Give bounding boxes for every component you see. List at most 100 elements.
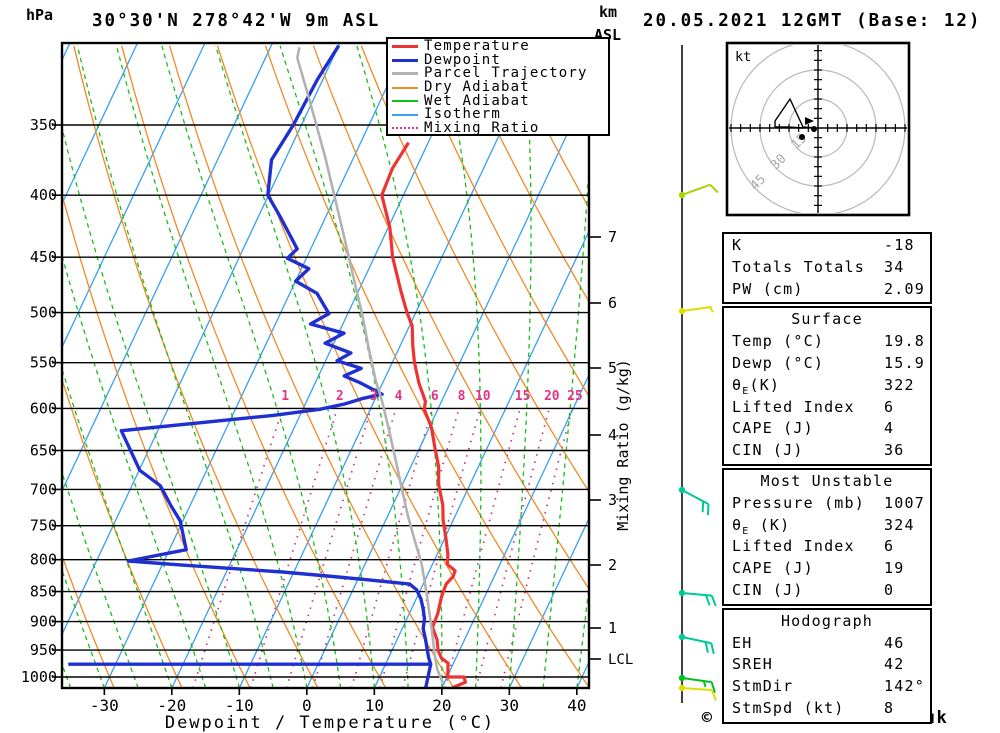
table-section-title: Hodograph	[780, 611, 874, 630]
dry-adiabat-line	[408, 45, 589, 398]
pressure-tick-label: 800	[30, 551, 57, 569]
dewpoint-curve	[68, 44, 433, 666]
legend-item: Parcel Trajectory	[392, 65, 608, 82]
pressure-tick-label: 600	[30, 399, 57, 417]
legend-line-sample	[392, 127, 418, 130]
km-tick-label: 4	[608, 426, 617, 444]
legend-item-label: Parcel Trajectory	[424, 65, 588, 82]
table-row: θE (K) 324	[732, 515, 930, 537]
table-row: Dewp (°C) 15.9	[732, 353, 930, 375]
table-row: K -18	[732, 235, 930, 257]
pressure-tick-label: 1000	[21, 668, 57, 686]
table-row-value: 324	[884, 515, 915, 534]
hodograph-trace-lower	[774, 121, 804, 129]
table-row-value: 19.8	[884, 332, 925, 351]
temp-tick-label: -20	[157, 696, 186, 715]
legend-line-sample	[392, 100, 418, 103]
km-tick-label: 3	[608, 491, 617, 509]
wet-adiabat-line	[542, 157, 589, 688]
legend-item-label: Dewpoint	[424, 51, 502, 68]
wind-barb	[678, 305, 714, 315]
legend-item: Wet Adiabat	[392, 94, 608, 108]
table-row-label: θE(K)	[732, 375, 781, 397]
storm-motion-arrow	[805, 117, 814, 125]
table-row-value: 6	[884, 397, 895, 416]
table-row-label: CIN (J)	[732, 441, 804, 460]
km-tick-label: 5	[608, 359, 617, 377]
table-row-label: EH	[732, 633, 753, 652]
pressure-tick-label: 850	[30, 583, 57, 601]
table-row: Pressure (mb) 1007	[732, 493, 930, 515]
table-section: Most Unstable Pressure (mb) 1007 θE (K) 324 L…	[722, 467, 932, 606]
legend-item-label: Mixing Ratio	[424, 119, 540, 136]
table-row-label: Lifted Index	[732, 397, 855, 416]
legend-item: Dry Adiabat	[392, 80, 608, 95]
pressure-tick-label: 950	[30, 641, 57, 659]
dewpoint_surface_stub-curve	[424, 663, 433, 688]
table-section: Surface Temp (°C) 19.8 Dewp (°C) 15.9 θE(K) 32…	[722, 306, 932, 466]
lcl-label: LCL	[608, 652, 633, 668]
temp-tick-label: 40	[567, 696, 586, 715]
legend-line-sample	[392, 58, 418, 62]
mixing-ratio-label: 3	[370, 389, 378, 404]
isotherm-line	[62, 43, 206, 349]
altitude-axis-unit-km: km	[599, 3, 618, 21]
table-row-label: PW (cm)	[732, 279, 804, 298]
mixing-ratio-label: 2	[336, 389, 344, 404]
legend-item: Dewpoint	[392, 51, 608, 68]
table-section-title: Surface	[791, 310, 863, 329]
table-row-value: 36	[884, 441, 905, 460]
table-row: Totals Totals 34	[732, 257, 930, 279]
table-row: θE(K) 322	[732, 375, 930, 397]
mixing-ratio-label: 6	[431, 389, 439, 404]
legend-item-label: Isotherm	[424, 106, 502, 123]
km-tick-label: 6	[608, 294, 617, 312]
table-row-value: 34	[884, 257, 905, 276]
wet-adiabat-line	[115, 45, 308, 688]
wind-barb	[678, 674, 716, 693]
legend-line-sample	[392, 86, 418, 89]
table-row-value: 42	[884, 655, 905, 674]
mixing-ratio-label: 10	[475, 389, 491, 404]
table-row-label: Dewp (°C)	[732, 353, 825, 372]
table-row-value: 46	[884, 633, 905, 652]
mixing-ratio-label: 15	[515, 389, 531, 404]
legend-line-sample	[392, 72, 418, 76]
table-row: EH 46	[732, 633, 930, 655]
table-row-value: 6	[884, 537, 895, 556]
wind-barb	[678, 684, 717, 701]
table-row-label: CIN (J)	[732, 580, 804, 599]
temp-tick-label: 0	[302, 696, 312, 715]
table-row-value: 8	[884, 698, 895, 717]
table-row-value: 19	[884, 559, 905, 578]
temp-tick-label: 20	[432, 696, 451, 715]
km-tick-label: 7	[608, 228, 617, 246]
table-row: Lifted Index 6	[732, 536, 930, 558]
table-row: CIN (J) 0	[732, 580, 930, 602]
wind-barb	[678, 589, 717, 607]
wet-adiabat-line	[76, 45, 274, 688]
table-row-value: 142°	[884, 677, 925, 696]
wet-adiabat-line	[214, 45, 376, 688]
table-row: CAPE (J) 4	[732, 418, 930, 440]
table-row: SREH 42	[732, 654, 930, 676]
pressure-axis-unit: hPa	[26, 6, 54, 24]
table-row-label: StmSpd (kt)	[732, 698, 845, 717]
hodograph-trace	[774, 97, 817, 129]
dry-adiabat-line	[360, 45, 589, 494]
table-row-value: 4	[884, 419, 895, 438]
pressure-tick-label: 450	[30, 248, 57, 266]
table-row: Temp (°C) 19.8	[732, 331, 930, 353]
pressure-tick-label: 500	[30, 304, 57, 322]
legend-item-label: Temperature	[424, 38, 530, 55]
pressure-tick-label: 650	[30, 442, 57, 460]
wet-adiabat-line	[161, 45, 342, 688]
date-title: 20.05.2021 12GMT (Base: 12)	[643, 11, 982, 31]
table-row: StmSpd (kt) 8	[732, 698, 930, 720]
pressure-tick-label: 400	[30, 186, 57, 204]
mixing-ratio-label: 25	[567, 389, 583, 404]
table-row-label: θE (K)	[732, 515, 791, 537]
pressure-tick-label: 900	[30, 613, 57, 631]
hodograph-dot	[811, 126, 817, 132]
pressure-tick-label: 550	[30, 354, 57, 372]
